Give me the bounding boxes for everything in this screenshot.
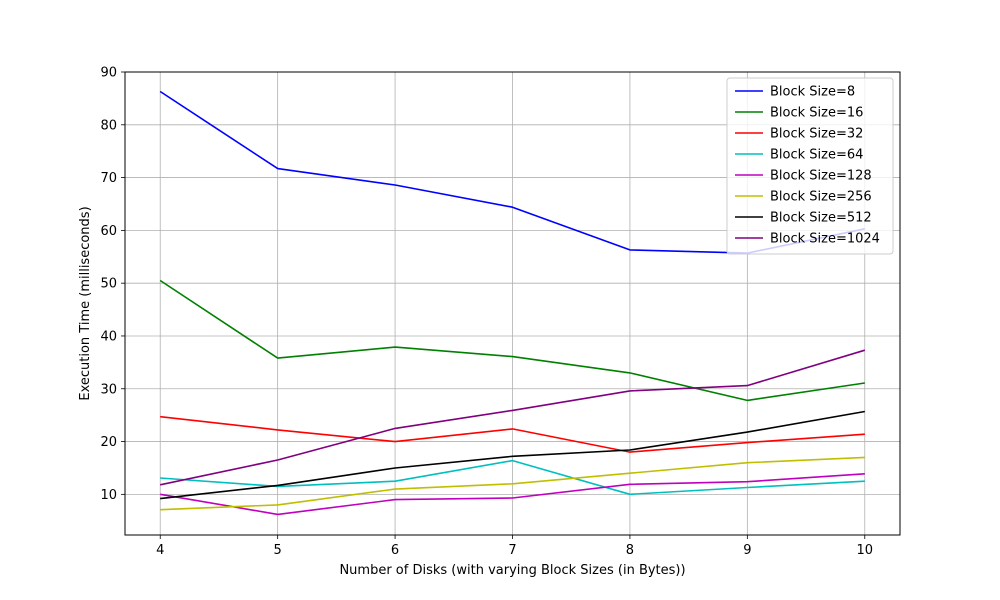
legend-entry: Block Size=1024 <box>770 232 880 247</box>
y-tick-label: 90 <box>100 66 117 81</box>
series-line-block-size-32 <box>160 415 865 453</box>
x-tick-label: 7 <box>508 543 516 558</box>
x-tick-label: 6 <box>391 543 399 558</box>
legend-entry: Block Size=8 <box>770 85 855 100</box>
y-tick-label: 40 <box>100 329 117 344</box>
x-axis: 4 5 6 7 8 9 10 <box>156 535 873 558</box>
y-axis: 10 20 30 40 50 60 70 80 90 <box>100 66 125 503</box>
series-line-block-size-512 <box>160 410 865 500</box>
x-tick-label: 5 <box>274 543 282 558</box>
legend: Block Size=8 Block Size=16 Block Size=32 Bl… <box>726 77 894 255</box>
x-tick-label: 10 <box>856 543 873 558</box>
x-tick-label: 9 <box>743 543 751 558</box>
series-lines <box>159 90 866 516</box>
legend-entry: Block Size=128 <box>770 169 872 184</box>
series-line-block-size-16 <box>159 279 865 402</box>
legend-entry: Block Size=512 <box>770 211 872 226</box>
x-tick-label: 8 <box>626 543 634 558</box>
legend-entry: Block Size=256 <box>770 190 872 205</box>
series-line-block-size-64 <box>160 459 865 496</box>
y-tick-label: 60 <box>100 224 117 239</box>
x-axis-label: Number of Disks (with varying Block Size… <box>339 563 685 578</box>
y-tick-label: 20 <box>100 435 117 450</box>
x-tick-label: 4 <box>156 543 164 558</box>
legend-box <box>726 77 894 255</box>
series-line-block-size-256 <box>160 456 865 511</box>
y-axis-label: Execution Time (milliseconds) <box>78 206 93 400</box>
legend-entry: Block Size=32 <box>770 127 863 142</box>
y-tick-label: 70 <box>100 171 117 186</box>
y-tick-label: 80 <box>100 118 117 133</box>
y-tick-label: 30 <box>100 382 117 397</box>
y-tick-label: 10 <box>100 488 117 503</box>
legend-entry: Block Size=64 <box>770 148 863 163</box>
legend-entry: Block Size=16 <box>770 106 863 121</box>
series-line-block-size-128 <box>160 473 865 516</box>
y-tick-label: 50 <box>100 277 117 292</box>
series-line-block-size-1024 <box>160 349 866 486</box>
